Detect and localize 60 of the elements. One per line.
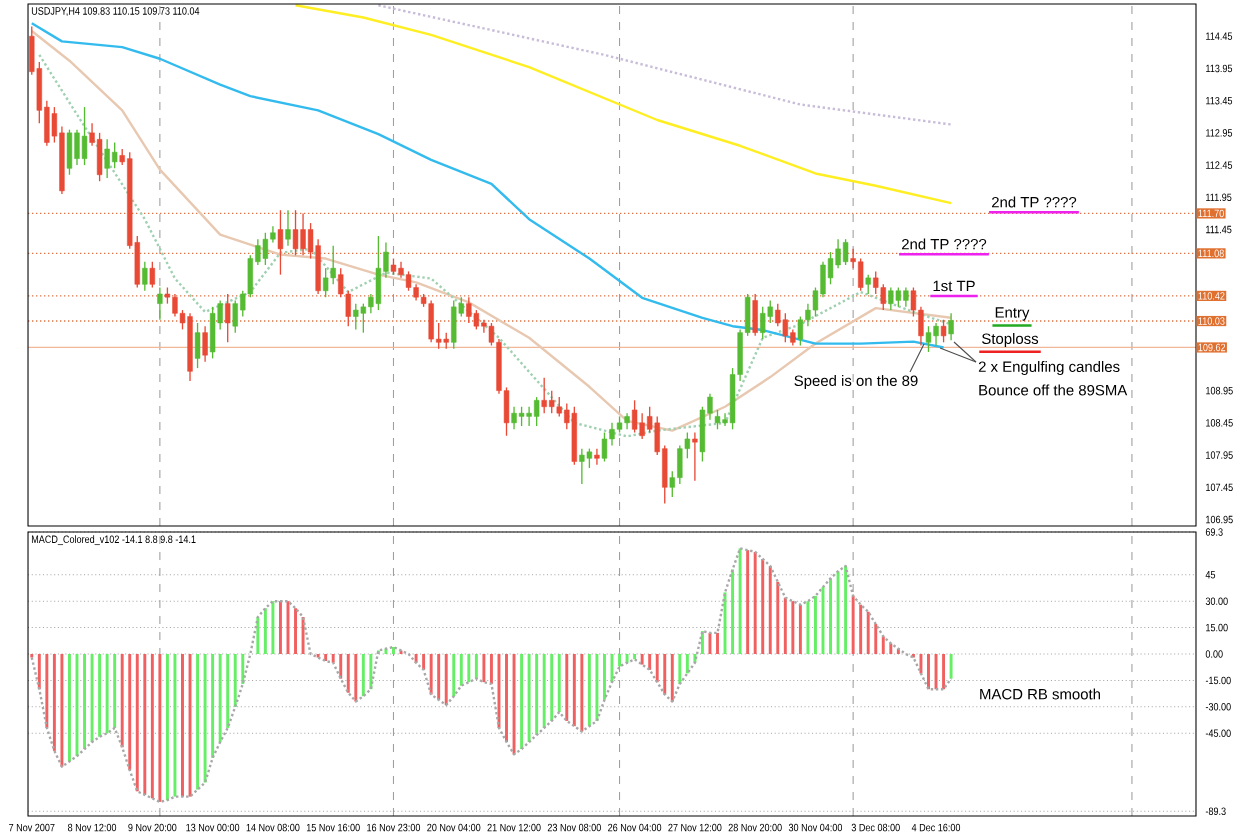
- candlestick: [330, 244, 336, 285]
- candlestick: [285, 209, 291, 247]
- candlestick: [142, 261, 148, 292]
- candlestick: [353, 302, 359, 331]
- candlestick: [518, 406, 525, 427]
- candlestick: [933, 322, 939, 347]
- candlestick: [631, 399, 638, 434]
- candlestick: [533, 396, 540, 427]
- candlestick: [541, 377, 547, 414]
- candlestick: [194, 322, 201, 369]
- candlestick: [149, 261, 156, 289]
- candlestick: [601, 431, 608, 463]
- candlestick: [300, 212, 306, 256]
- candlestick: [579, 447, 585, 485]
- candlestick: [677, 444, 683, 485]
- candlestick: [865, 273, 871, 295]
- candlestick: [842, 238, 849, 266]
- candlestick: [451, 299, 457, 350]
- candlestick: [466, 296, 472, 324]
- candlestick: [511, 406, 517, 430]
- candlestick: [322, 267, 329, 298]
- candlestick: [360, 302, 367, 334]
- candlestick: [111, 141, 118, 169]
- candlestick: [262, 232, 269, 266]
- candlestick: [857, 257, 864, 292]
- candlestick: [225, 293, 231, 343]
- candlestick: [74, 128, 80, 166]
- candlestick: [594, 447, 600, 466]
- candlestick: [549, 389, 555, 414]
- candlestick: [428, 299, 434, 343]
- candlestick: [104, 138, 110, 179]
- candlestick: [895, 286, 902, 308]
- candlestick: [209, 306, 216, 360]
- candlestick: [81, 106, 88, 166]
- candlestick: [157, 286, 163, 321]
- candlestick: [292, 209, 299, 256]
- candlestick: [797, 315, 804, 347]
- candlestick: [752, 293, 758, 337]
- candlestick: [202, 325, 208, 363]
- candlestick: [232, 299, 238, 334]
- candlestick: [526, 406, 532, 427]
- candlestick: [782, 312, 788, 343]
- candlestick: [940, 319, 947, 343]
- candlestick: [277, 209, 284, 276]
- candlestick: [692, 431, 698, 482]
- candlestick: [948, 312, 954, 342]
- candlestick: [639, 412, 645, 440]
- candlestick: [925, 325, 932, 353]
- candlestick: [880, 283, 886, 311]
- candlestick: [903, 286, 909, 308]
- candlestick: [405, 270, 412, 292]
- candlestick: [760, 306, 766, 340]
- candlestick: [96, 132, 103, 182]
- candlestick: [66, 128, 73, 176]
- line-series: [294, 4, 953, 205]
- line-series: [377, 4, 953, 126]
- candlestick: [172, 293, 178, 318]
- candlestick: [888, 286, 894, 311]
- candlestick: [375, 235, 382, 311]
- candlestick: [556, 396, 562, 418]
